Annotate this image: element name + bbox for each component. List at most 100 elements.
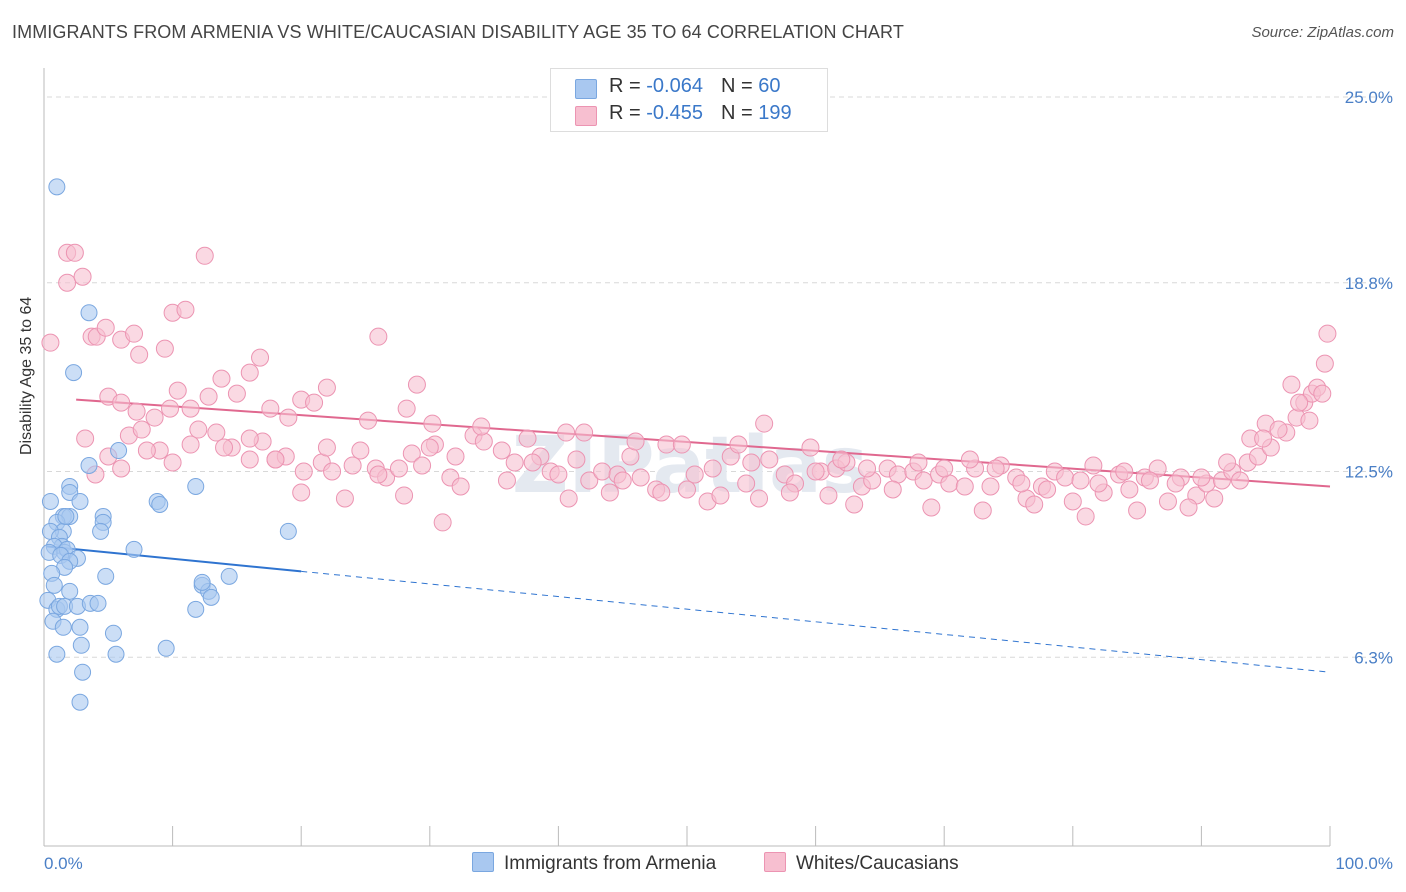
point-whites-caucasians: [657, 435, 676, 454]
axes: [43, 68, 1331, 847]
point-whites-caucasians: [335, 489, 354, 508]
point-whites-caucasians: [505, 453, 524, 472]
point-whites-caucasians: [1192, 468, 1211, 487]
point-whites-caucasians: [251, 348, 270, 367]
point-immigrants-from-armenia: [193, 573, 211, 591]
point-whites-caucasians: [801, 438, 820, 457]
point-whites-caucasians: [832, 450, 851, 469]
point-whites-caucasians: [127, 402, 146, 421]
point-whites-caucasians: [181, 399, 200, 418]
point-whites-caucasians: [1038, 480, 1057, 499]
point-whites-caucasians: [1248, 447, 1267, 466]
point-whites-caucasians: [780, 483, 799, 502]
point-immigrants-from-armenia: [61, 582, 79, 600]
point-whites-caucasians: [112, 459, 131, 478]
point-whites-caucasians: [472, 417, 491, 436]
point-whites-caucasians: [402, 444, 421, 463]
point-whites-caucasians: [806, 462, 825, 481]
point-whites-caucasians: [935, 459, 954, 478]
point-whites-caucasians: [292, 483, 311, 502]
point-immigrants-from-armenia: [125, 540, 143, 558]
point-whites-caucasians: [1254, 429, 1273, 448]
point-whites-caucasians: [176, 300, 195, 319]
point-whites-caucasians: [819, 486, 838, 505]
point-whites-caucasians: [58, 273, 77, 292]
point-whites-caucasians: [1300, 411, 1319, 430]
point-whites-caucasians: [279, 408, 298, 427]
y-tick-label: 18.8%: [1345, 274, 1393, 293]
point-whites-caucasians: [1084, 456, 1103, 475]
point-whites-caucasians: [1089, 474, 1108, 493]
x-tick-label-max: 100.0%: [1335, 854, 1393, 873]
point-whites-caucasians: [1230, 471, 1249, 490]
point-whites-caucasians: [132, 420, 151, 439]
point-whites-caucasians: [240, 363, 259, 382]
point-whites-caucasians: [575, 423, 594, 442]
point-whites-caucasians: [125, 324, 144, 343]
point-immigrants-from-armenia: [71, 492, 89, 510]
point-whites-caucasians: [76, 429, 95, 448]
point-whites-caucasians: [909, 453, 928, 472]
point-whites-caucasians: [567, 450, 586, 469]
point-whites-caucasians: [207, 423, 226, 442]
point-immigrants-from-armenia: [107, 645, 125, 663]
legend-swatch-blue: [575, 79, 597, 99]
point-immigrants-from-armenia: [92, 522, 110, 540]
point-whites-caucasians: [163, 453, 182, 472]
point-immigrants-from-armenia: [110, 442, 128, 460]
point-whites-caucasians: [1025, 495, 1044, 514]
legend-swatch-pink: [764, 852, 786, 872]
point-whites-caucasians: [215, 438, 234, 457]
point-whites-caucasians: [672, 435, 691, 454]
legend-text: R = -0.064 N = 60: [609, 75, 781, 97]
point-whites-caucasians: [389, 459, 408, 478]
legend-item-whites: Whites/Caucasians: [764, 852, 959, 875]
point-whites-caucasians: [883, 480, 902, 499]
point-whites-caucasians: [631, 468, 650, 487]
y-tick-label: 12.5%: [1345, 463, 1393, 482]
point-immigrants-from-armenia: [41, 492, 59, 510]
point-whites-caucasians: [600, 483, 619, 502]
point-whites-caucasians: [433, 513, 452, 532]
point-whites-caucasians: [492, 441, 511, 460]
point-immigrants-from-armenia: [65, 364, 83, 382]
point-whites-caucasians: [317, 378, 336, 397]
point-whites-caucasians: [1282, 375, 1301, 394]
point-immigrants-from-armenia: [157, 639, 175, 657]
point-immigrants-from-armenia: [74, 663, 92, 681]
point-whites-caucasians: [960, 450, 979, 469]
point-whites-caucasians: [1120, 480, 1139, 499]
point-whites-caucasians: [73, 267, 92, 286]
point-whites-caucasians: [112, 393, 131, 412]
point-whites-caucasians: [1318, 324, 1337, 343]
point-whites-caucasians: [621, 447, 640, 466]
point-whites-caucasians: [922, 498, 941, 517]
point-whites-caucasians: [940, 474, 959, 493]
point-whites-caucasians: [1290, 393, 1309, 412]
point-immigrants-from-armenia: [187, 477, 205, 495]
legend-row-whites: R = -0.455 N = 199: [551, 102, 827, 128]
chart-title: IMMIGRANTS FROM ARMENIA VS WHITE/CAUCASI…: [12, 22, 904, 42]
point-whites-caucasians: [1313, 384, 1332, 403]
point-immigrants-from-armenia: [202, 588, 220, 606]
point-whites-caucasians: [750, 489, 769, 508]
point-whites-caucasians: [593, 462, 612, 481]
point-whites-caucasians: [559, 489, 578, 508]
point-immigrants-from-armenia: [72, 636, 90, 654]
point-whites-caucasians: [369, 465, 388, 484]
point-whites-caucasians: [729, 435, 748, 454]
point-whites-caucasians: [1128, 501, 1147, 520]
point-whites-caucasians: [212, 369, 231, 388]
point-immigrants-from-armenia: [45, 576, 63, 594]
y-tick-label: 6.3%: [1354, 648, 1393, 667]
point-whites-caucasians: [240, 450, 259, 469]
legend-text: R = -0.455 N = 199: [609, 102, 792, 124]
point-whites-caucasians: [845, 495, 864, 514]
point-whites-caucasians: [41, 333, 60, 352]
point-immigrants-from-armenia: [71, 693, 89, 711]
point-whites-caucasians: [497, 471, 516, 490]
legend-label: Whites/Caucasians: [796, 853, 959, 874]
point-whites-caucasians: [189, 420, 208, 439]
point-whites-caucasians: [369, 327, 388, 346]
